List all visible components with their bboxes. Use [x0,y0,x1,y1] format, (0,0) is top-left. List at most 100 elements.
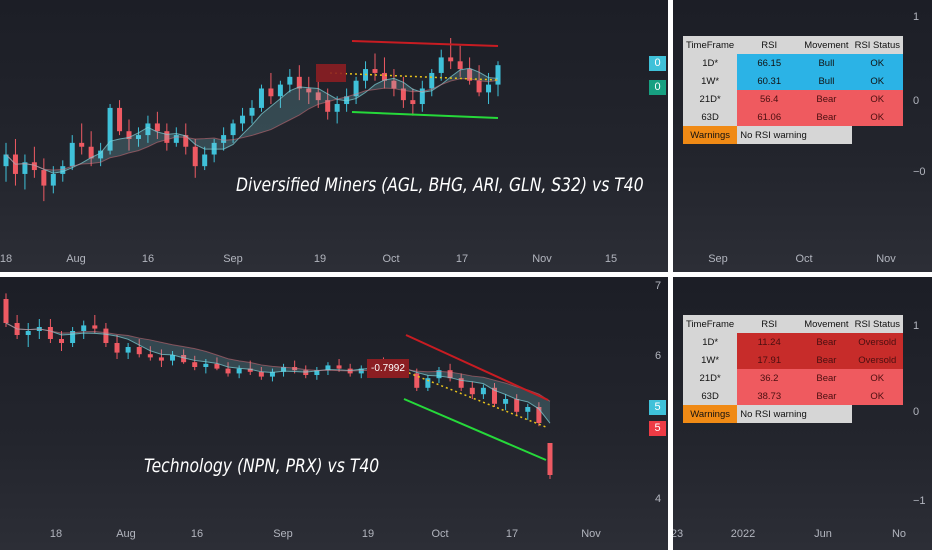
x-tick-label: Sep [708,253,728,265]
candle-body [372,69,378,73]
candle-body [203,363,209,367]
candle-body [314,370,320,375]
candle-body [192,146,198,167]
candle-body [145,123,151,136]
rsi-value-cell: 60.31 [737,72,802,90]
candle-body [221,135,227,143]
top-chart-panel[interactable]: 18 Aug 16 Sep 19 Oct 17 Nov 15 Diversified Miner… [0,0,668,272]
ma-slow-line [5,78,499,171]
col-timeframe: TimeFrame [683,315,738,333]
candle-body [81,325,87,331]
top-value-badge-2: 0 [649,80,666,95]
rsi-value-cell: 61.06 [737,108,802,126]
movement-cell: Bear [801,387,852,405]
right-bottom-row: 21D* 36.2 Bear OK [683,369,903,387]
ma-fast-line [5,322,551,424]
x-tick-label: 17 [456,253,468,265]
candle-body [429,72,435,89]
candle-body [125,347,131,353]
candle-body [103,328,109,343]
movement-cell: Bear [801,108,852,126]
bottom-chart-svg[interactable]: 18 Aug 16 Sep 19 Oct 17 Nov 7 6 5 4 [0,277,668,550]
ma-ribbon [6,323,550,424]
bottom-chart-title: Technology (NPN, PRX) vs T40 [144,455,380,477]
col-movement: Movement [801,315,852,333]
resistance-trendline [405,334,549,401]
candle-body [202,154,208,167]
col-movement: Movement [801,36,852,54]
candle-body [47,327,53,339]
candle-body [486,84,492,93]
rsi-value-cell: 56.4 [737,90,802,108]
col-timeframe: TimeFrame [683,36,738,54]
candle-body [536,407,542,423]
candle-body [22,162,28,174]
candle-body [438,57,444,73]
candle-body [225,368,231,374]
x-tick-label: Oct [431,528,448,540]
candle-body [334,104,340,112]
x-tick-label: Sep [273,528,293,540]
candle-body [495,65,501,85]
candle-body [458,378,464,388]
dotted-trendline [329,72,499,81]
candle-body [136,347,142,355]
candle-body [92,325,98,329]
x-tick-label: 16 [142,253,154,265]
y-tick-label: 4 [655,493,661,505]
candle-body [3,154,9,167]
top-rsi-table: TimeFrame RSI Movement RSI Status 1D* 66.… [683,36,903,144]
candle-body [547,443,553,475]
y-tick-label: 0 [913,95,919,107]
x-tick-label: Sep [223,253,243,265]
candle-body [436,370,442,379]
candle-body [325,365,331,371]
rsi-status-cell: OK [851,387,903,405]
candle-body [391,80,397,89]
candle-body [135,135,141,139]
candle-body [258,88,264,108]
candle-body [170,355,176,361]
timeframe-cell: 1D* [683,333,738,351]
col-rsi-status: RSI Status [851,315,903,333]
warning-label: Warnings [683,126,738,144]
x-tick-label: Aug [116,528,136,540]
top-rsi-table-header: TimeFrame RSI Movement RSI Status [683,36,903,54]
x-tick-label: 23 [673,528,683,540]
bottom-rsi-axis-svg: 1 0 −1 23 2022 Jun No [673,320,926,540]
bottom-rsi-panel[interactable]: 1 0 −1 23 2022 Jun No TimeFrame RSI Movement R… [673,277,932,550]
candle-body [414,373,420,388]
candle-body [306,88,312,93]
rsi-status-cell: Oversold [851,333,903,351]
candle-body [315,92,321,101]
right-top-row: 21D* 56.4 Bear OK [683,90,903,108]
candle-body [126,131,132,139]
timeframe-cell: 1D* [683,54,738,72]
y-tick-label: −0 [913,166,926,178]
y-tick-label: 7 [655,280,661,292]
support-trendline [403,398,547,461]
top-rsi-axis-svg: 1 0 −0 Sep Oct Nov [708,11,926,265]
candle-body [448,57,454,62]
candle-body [240,115,246,124]
candle-body [41,170,47,186]
candle-body [353,80,359,97]
candle-body [287,76,293,85]
candle-body [230,123,236,136]
candle-body [476,80,482,93]
rsi-status-cell: OK [851,369,903,387]
x-tick-label: 17 [506,528,518,540]
candle-body [31,162,37,171]
top-rsi-panel[interactable]: 1 0 −0 Sep Oct Nov TimeFrame RSI Movement RSI… [673,0,932,272]
bottom-chart-panel[interactable]: 18 Aug 16 Sep 19 Oct 17 Nov 7 6 5 4 Technology (NPN… [0,277,668,550]
x-tick-label: Aug [66,253,86,265]
ma-fast-line [5,67,499,174]
top-value-badge-1: 0 [649,56,666,71]
candle-body [457,61,463,70]
candle-body [214,363,220,369]
candle-body [98,150,104,159]
x-tick-label: No [892,528,906,540]
rsi-value-cell: 66.15 [737,54,802,72]
top-chart-svg[interactable]: 18 Aug 16 Sep 19 Oct 17 Nov 15 [0,0,668,272]
col-rsi-status: RSI Status [851,36,903,54]
